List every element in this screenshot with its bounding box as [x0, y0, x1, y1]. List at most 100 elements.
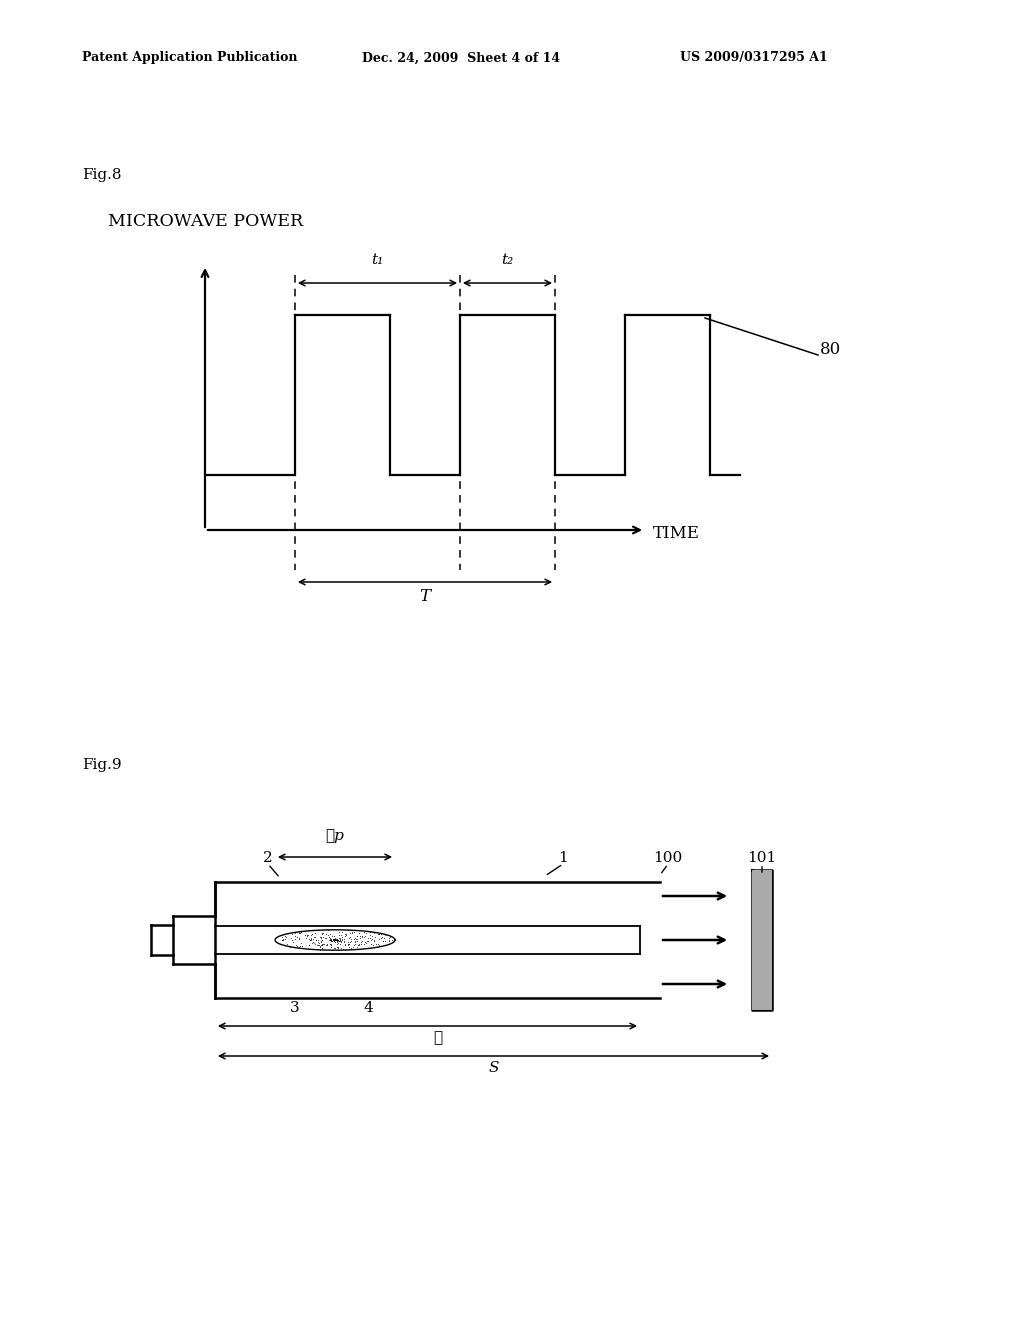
Point — [328, 929, 344, 950]
Point — [273, 927, 290, 948]
Point — [307, 933, 324, 954]
Point — [350, 933, 367, 954]
Point — [352, 933, 369, 954]
Point — [371, 935, 387, 956]
Point — [349, 935, 366, 956]
Point — [304, 932, 321, 953]
Point — [315, 923, 332, 944]
Point — [329, 929, 345, 950]
Point — [335, 939, 351, 960]
Point — [371, 924, 387, 945]
Point — [328, 929, 344, 950]
Point — [338, 924, 354, 945]
Text: ℓ: ℓ — [433, 1031, 442, 1045]
Point — [371, 923, 387, 944]
Point — [304, 924, 321, 945]
Point — [340, 931, 356, 952]
Point — [323, 929, 339, 950]
Point — [311, 927, 328, 948]
Point — [313, 933, 330, 954]
Point — [323, 929, 339, 950]
Text: Dec. 24, 2009  Sheet 4 of 14: Dec. 24, 2009 Sheet 4 of 14 — [362, 51, 560, 65]
Point — [301, 928, 317, 949]
Point — [313, 923, 330, 944]
Point — [314, 927, 331, 948]
Point — [349, 925, 366, 946]
Point — [377, 924, 393, 945]
Point — [367, 925, 383, 946]
Point — [322, 929, 338, 950]
Text: US 2009/0317295 A1: US 2009/0317295 A1 — [680, 51, 827, 65]
Text: ℓp: ℓp — [326, 829, 344, 843]
Point — [293, 932, 309, 953]
Point — [312, 940, 329, 961]
Point — [287, 929, 303, 950]
Point — [381, 931, 397, 952]
Point — [311, 935, 328, 956]
Point — [330, 940, 346, 961]
Point — [291, 937, 307, 958]
Point — [326, 929, 342, 950]
Point — [353, 925, 370, 946]
Point — [347, 931, 364, 952]
Point — [292, 936, 308, 957]
Point — [283, 928, 299, 949]
Point — [328, 931, 344, 952]
Point — [340, 920, 356, 941]
Point — [330, 937, 346, 958]
Point — [337, 924, 353, 945]
Text: 3: 3 — [290, 1001, 300, 1015]
Point — [309, 935, 326, 956]
Point — [323, 928, 339, 949]
Point — [313, 927, 330, 948]
Point — [323, 929, 339, 950]
Point — [360, 931, 377, 952]
Point — [314, 929, 331, 950]
Point — [314, 933, 331, 954]
Point — [298, 927, 314, 948]
Point — [311, 937, 328, 958]
Point — [327, 929, 343, 950]
Point — [362, 933, 379, 954]
Point — [313, 937, 330, 958]
Point — [310, 935, 327, 956]
Point — [318, 935, 335, 956]
Point — [291, 928, 307, 949]
Text: 101: 101 — [748, 851, 776, 865]
Point — [332, 929, 348, 950]
Point — [285, 932, 301, 953]
Point — [326, 931, 342, 952]
Point — [341, 936, 357, 957]
Point — [329, 928, 345, 949]
Point — [365, 929, 381, 950]
Point — [351, 923, 368, 944]
Point — [344, 936, 360, 957]
Point — [312, 931, 329, 952]
Point — [303, 929, 319, 950]
Point — [314, 937, 331, 958]
Point — [348, 931, 365, 952]
Point — [301, 929, 317, 950]
Point — [305, 928, 322, 949]
Point — [314, 935, 331, 956]
Point — [306, 927, 323, 948]
Point — [278, 925, 294, 946]
Point — [287, 921, 303, 942]
Point — [328, 929, 344, 950]
Point — [306, 939, 323, 960]
Point — [365, 935, 381, 956]
Point — [326, 931, 342, 952]
Point — [325, 928, 341, 949]
Point — [340, 933, 356, 954]
Point — [370, 924, 386, 945]
Point — [333, 929, 349, 950]
Point — [327, 929, 343, 950]
Point — [342, 923, 358, 944]
Point — [299, 925, 315, 946]
Point — [329, 929, 345, 950]
Point — [288, 935, 304, 956]
Point — [369, 936, 385, 957]
Point — [351, 935, 368, 956]
Point — [328, 929, 344, 950]
Point — [347, 931, 364, 952]
